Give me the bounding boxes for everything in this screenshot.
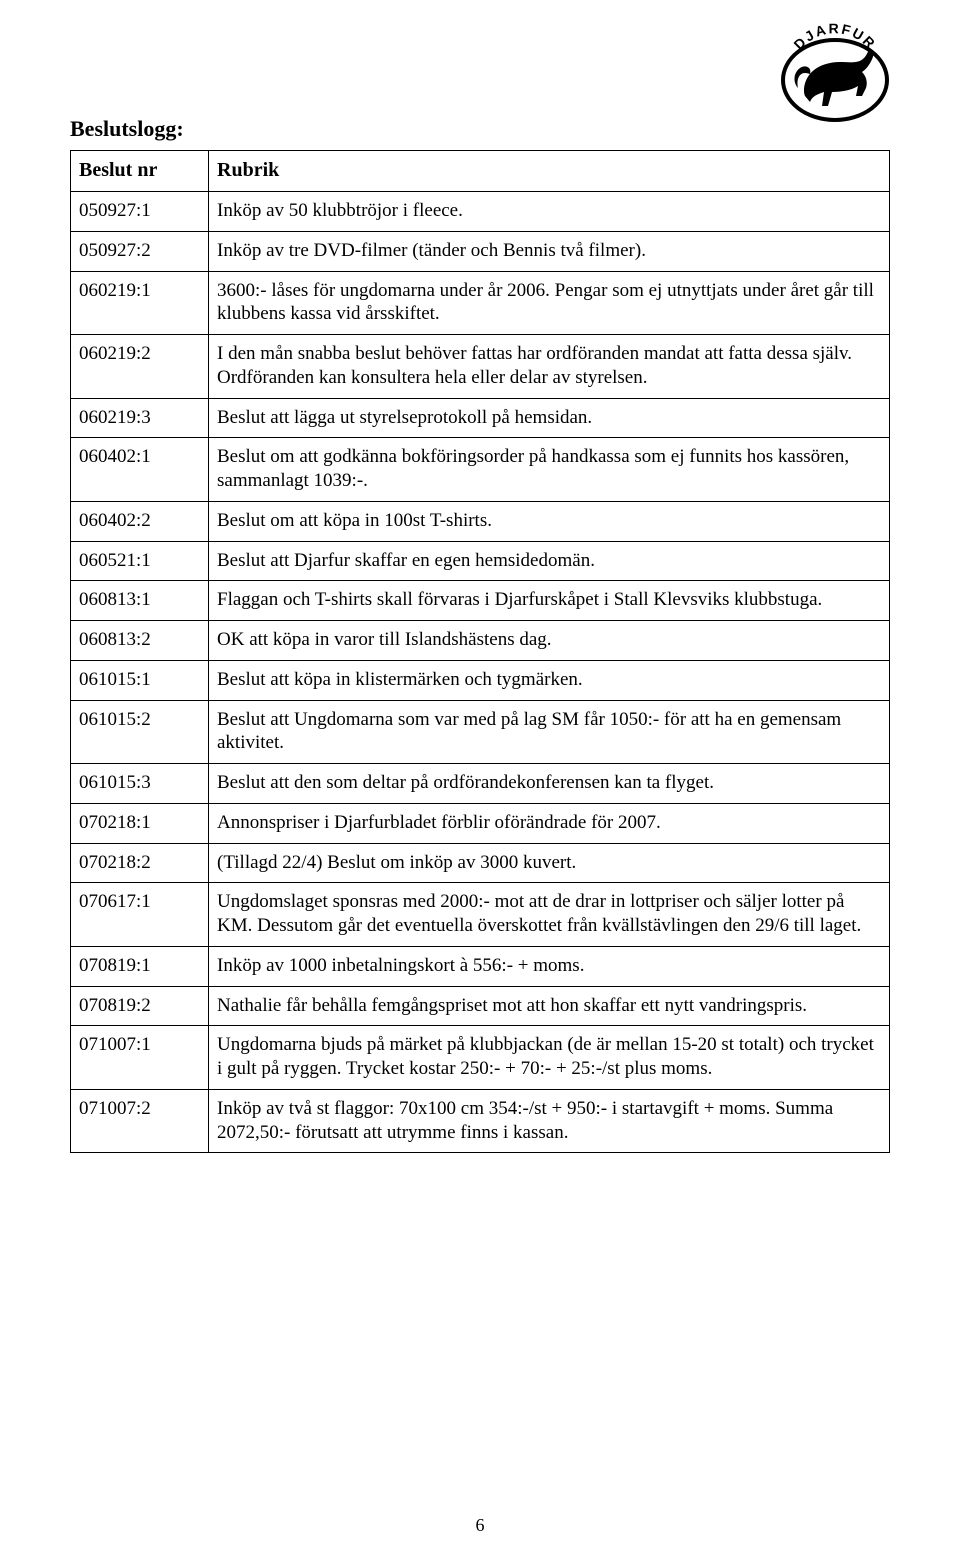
cell-id: 060402:1 <box>71 438 209 502</box>
page-heading: Beslutslogg: <box>70 116 890 142</box>
table-row: 070617:1Ungdomslaget sponsras med 2000:-… <box>71 883 890 947</box>
cell-rubrik: Inköp av 1000 inbetalningskort à 556:- +… <box>209 946 890 986</box>
table-row: 060402:2Beslut om att köpa in 100st T-sh… <box>71 501 890 541</box>
table-row: 060813:1Flaggan och T-shirts skall förva… <box>71 581 890 621</box>
cell-id: 050927:2 <box>71 231 209 271</box>
table-row: 060813:2OK att köpa in varor till Island… <box>71 621 890 661</box>
cell-rubrik: Beslut om att köpa in 100st T-shirts. <box>209 501 890 541</box>
table-row: 060219:13600:- låses för ungdomarna unde… <box>71 271 890 335</box>
cell-rubrik: Beslut att den som deltar på ordförandek… <box>209 764 890 804</box>
cell-rubrik: Inköp av tre DVD-filmer (tänder och Benn… <box>209 231 890 271</box>
cell-id: 060402:2 <box>71 501 209 541</box>
cell-rubrik: Beslut att Djarfur skaffar en egen hemsi… <box>209 541 890 581</box>
cell-id: 061015:1 <box>71 660 209 700</box>
table-row: 070819:2Nathalie får behålla femgångspri… <box>71 986 890 1026</box>
cell-id: 060813:2 <box>71 621 209 661</box>
cell-rubrik: Ungdomslaget sponsras med 2000:- mot att… <box>209 883 890 947</box>
cell-rubrik: Inköp av 50 klubbtröjor i fleece. <box>209 192 890 232</box>
cell-id: 071007:2 <box>71 1089 209 1153</box>
table-row: 061015:3Beslut att den som deltar på ord… <box>71 764 890 804</box>
cell-rubrik: Ungdomarna bjuds på märket på klubbjacka… <box>209 1026 890 1090</box>
table-row: 061015:2Beslut att Ungdomarna som var me… <box>71 700 890 764</box>
table-row: 060219:2I den mån snabba beslut behöver … <box>71 335 890 399</box>
cell-id: 061015:3 <box>71 764 209 804</box>
cell-rubrik: Nathalie får behålla femgångspriset mot … <box>209 986 890 1026</box>
col-header-rubrik: Rubrik <box>209 151 890 192</box>
cell-id: 070819:2 <box>71 986 209 1026</box>
cell-id: 070218:2 <box>71 843 209 883</box>
cell-rubrik: OK att köpa in varor till Islandshästens… <box>209 621 890 661</box>
cell-rubrik: Annonspriser i Djarfurbladet förblir ofö… <box>209 803 890 843</box>
cell-id: 070819:1 <box>71 946 209 986</box>
cell-rubrik: Beslut att lägga ut styrelseprotokoll på… <box>209 398 890 438</box>
horse-logo-icon: DJARFUR <box>770 18 900 128</box>
cell-rubrik: I den mån snabba beslut behöver fattas h… <box>209 335 890 399</box>
table-row: 060521:1Beslut att Djarfur skaffar en eg… <box>71 541 890 581</box>
cell-rubrik: (Tillagd 22/4) Beslut om inköp av 3000 k… <box>209 843 890 883</box>
table-row: 061015:1Beslut att köpa in klistermärken… <box>71 660 890 700</box>
table-row: 050927:2Inköp av tre DVD-filmer (tänder … <box>71 231 890 271</box>
table-row: 070819:1Inköp av 1000 inbetalningskort à… <box>71 946 890 986</box>
logo: DJARFUR <box>770 18 900 128</box>
col-header-id: Beslut nr <box>71 151 209 192</box>
cell-rubrik: Beslut att Ungdomarna som var med på lag… <box>209 700 890 764</box>
cell-id: 060219:1 <box>71 271 209 335</box>
table-row: 050927:1Inköp av 50 klubbtröjor i fleece… <box>71 192 890 232</box>
cell-id: 070617:1 <box>71 883 209 947</box>
cell-rubrik: Beslut att köpa in klistermärken och tyg… <box>209 660 890 700</box>
cell-id: 070218:1 <box>71 803 209 843</box>
cell-rubrik: 3600:- låses för ungdomarna under år 200… <box>209 271 890 335</box>
table-row: 070218:2(Tillagd 22/4) Beslut om inköp a… <box>71 843 890 883</box>
cell-id: 071007:1 <box>71 1026 209 1090</box>
page-number: 6 <box>0 1515 960 1536</box>
table-header-row: Beslut nr Rubrik <box>71 151 890 192</box>
cell-rubrik: Flaggan och T-shirts skall förvaras i Dj… <box>209 581 890 621</box>
cell-id: 060219:3 <box>71 398 209 438</box>
cell-id: 060813:1 <box>71 581 209 621</box>
cell-id: 061015:2 <box>71 700 209 764</box>
table-row: 071007:2Inköp av två st flaggor: 70x100 … <box>71 1089 890 1153</box>
cell-rubrik: Inköp av två st flaggor: 70x100 cm 354:-… <box>209 1089 890 1153</box>
cell-id: 060219:2 <box>71 335 209 399</box>
table-row: 060402:1Beslut om att godkänna bokföring… <box>71 438 890 502</box>
cell-rubrik: Beslut om att godkänna bokföringsorder p… <box>209 438 890 502</box>
table-row: 071007:1Ungdomarna bjuds på märket på kl… <box>71 1026 890 1090</box>
table-row: 060219:3Beslut att lägga ut styrelseprot… <box>71 398 890 438</box>
cell-id: 050927:1 <box>71 192 209 232</box>
table-row: 070218:1Annonspriser i Djarfurbladet för… <box>71 803 890 843</box>
cell-id: 060521:1 <box>71 541 209 581</box>
decision-log-table: Beslut nr Rubrik 050927:1Inköp av 50 klu… <box>70 150 890 1153</box>
